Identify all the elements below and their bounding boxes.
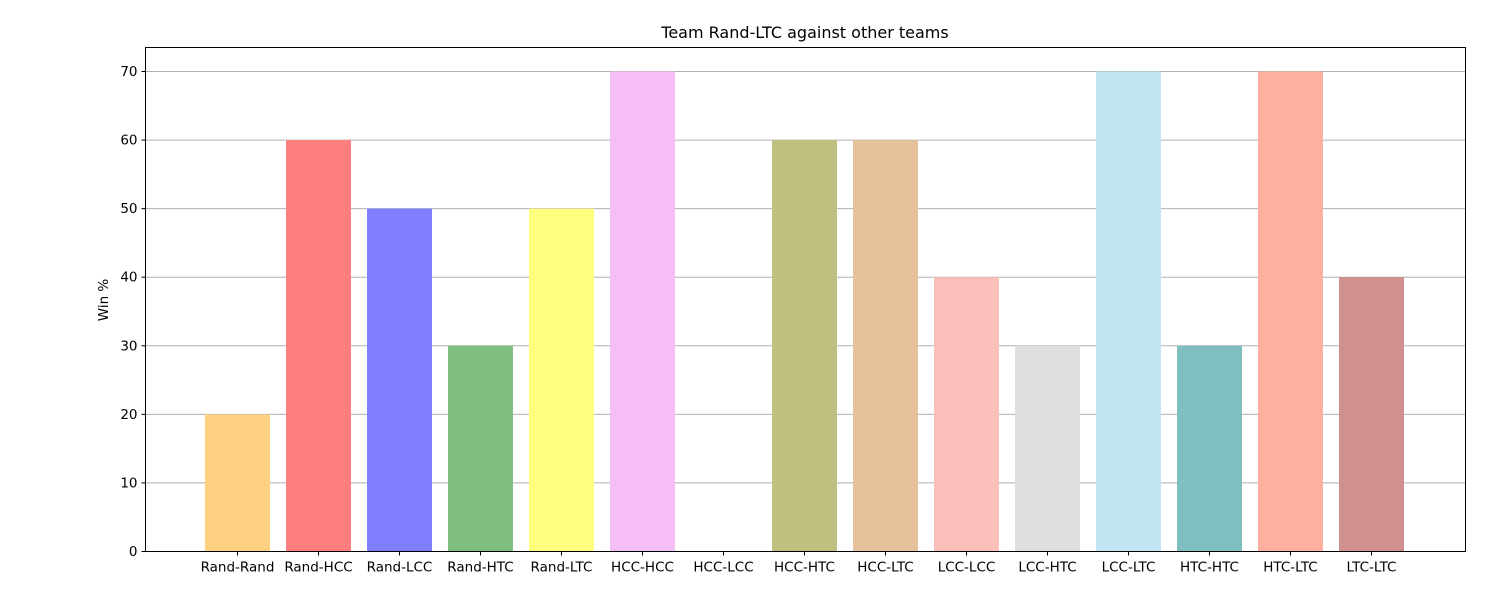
y-tick-label: 20 <box>120 407 137 423</box>
bar-hcc-hcc <box>610 71 675 552</box>
bar-hcc-htc <box>772 140 837 552</box>
bar-rand-hcc <box>286 140 351 552</box>
bar-rand-rand <box>205 414 270 552</box>
y-axis-label: Win % <box>96 279 112 322</box>
bar-ltc-ltc <box>1339 277 1404 552</box>
bar-htc-ltc <box>1258 71 1323 552</box>
y-tick-label: 0 <box>129 544 138 560</box>
y-tick-label: 40 <box>120 270 137 286</box>
x-tick-label: HCC-HCC <box>611 560 674 576</box>
y-tick-label: 30 <box>120 338 137 354</box>
y-tick-label: 70 <box>120 64 137 80</box>
y-tick-label: 10 <box>120 475 137 491</box>
bar-rand-htc <box>448 345 513 552</box>
x-tick-label: LTC-LTC <box>1347 560 1397 576</box>
x-tick-label: Rand-Rand <box>201 560 275 576</box>
x-tick-label: HCC-HTC <box>774 560 835 576</box>
x-tick-label: HCC-LCC <box>693 560 753 576</box>
bar-lcc-htc <box>1015 345 1080 552</box>
bar-rand-ltc <box>529 208 594 552</box>
x-tick-label: Rand-HCC <box>284 560 352 576</box>
bars <box>205 71 1404 552</box>
bar-hcc-ltc <box>853 140 918 552</box>
x-tick-label: Rand-LTC <box>531 560 593 576</box>
bar-rand-lcc <box>367 208 432 552</box>
y-axis: 0 10 20 30 40 50 60 70 <box>120 64 146 560</box>
x-axis: Rand-Rand Rand-HCC Rand-LCC Rand-HTC Rand-LT… <box>201 551 1397 576</box>
x-tick-label: Rand-LCC <box>367 560 433 576</box>
y-tick-label: 60 <box>120 133 137 149</box>
x-tick-label: LCC-LTC <box>1102 560 1156 576</box>
x-tick-label: LCC-LCC <box>938 560 996 576</box>
x-tick-label: HTC-HTC <box>1180 560 1239 576</box>
y-tick-label: 50 <box>120 201 137 217</box>
x-tick-label: HCC-LTC <box>857 560 913 576</box>
plot-frame <box>145 47 1466 552</box>
bar-htc-htc <box>1177 345 1242 552</box>
bar-lcc-lcc <box>934 277 999 552</box>
chart-title: Team Rand-LTC against other teams <box>660 23 948 42</box>
x-tick-label: Rand-HTC <box>447 560 513 576</box>
x-tick-label: HTC-LTC <box>1263 560 1317 576</box>
bar-lcc-ltc <box>1096 71 1161 552</box>
x-tick-label: LCC-HTC <box>1018 560 1076 576</box>
